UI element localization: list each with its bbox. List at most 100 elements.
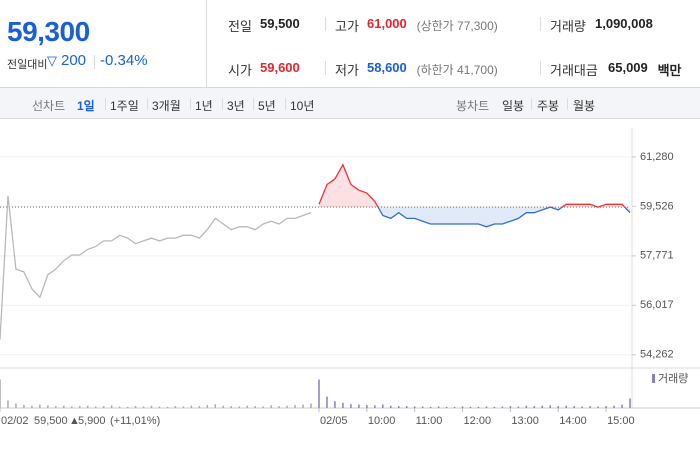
volume-bar <box>222 405 225 408</box>
volume-bar <box>182 406 185 408</box>
change-value: 200 <box>61 52 87 69</box>
candle-tab[interactable]: 월봉 <box>573 99 596 113</box>
volume-bar <box>246 405 248 408</box>
summary-close: 59,500 <box>34 415 68 427</box>
volume-bar <box>382 404 384 408</box>
volume-bar <box>118 406 121 408</box>
volume-bar <box>573 406 575 408</box>
candle-tab[interactable]: 일봉 <box>502 99 525 113</box>
x-tick-label: 14:00 <box>559 415 587 427</box>
price-line <box>318 163 631 228</box>
volume-bar <box>78 406 81 408</box>
volume-bar <box>31 405 33 408</box>
volume-bar <box>541 405 544 408</box>
y-tick-label: 54,262 <box>640 349 674 361</box>
separator <box>285 98 286 110</box>
separator <box>253 98 254 110</box>
volume-bar <box>429 406 432 408</box>
volume-bar <box>493 406 496 408</box>
current-price: 59,300 <box>7 16 90 47</box>
volume-bar <box>501 406 504 408</box>
volume-bar <box>445 406 448 408</box>
volume-bar <box>310 403 312 408</box>
volume-bar <box>342 402 344 408</box>
volume-bar <box>613 405 615 408</box>
volume-bar <box>326 396 328 408</box>
volume-bar <box>302 404 304 408</box>
volume-bar <box>581 406 583 408</box>
tab-bar: 선차트 1일 1주일 3개월 1년 3년 5년 10년 봉차트 일봉 주봉 월봉 <box>0 88 700 119</box>
volume-bar <box>397 406 400 408</box>
separator <box>325 17 326 31</box>
period-tab[interactable]: 1주일 <box>110 99 139 113</box>
volume-bar <box>55 406 57 408</box>
volume-bar <box>294 404 296 408</box>
stat-value: 65,009 <box>608 60 648 75</box>
volume-bar <box>453 406 456 408</box>
stat-label: 거래대금 <box>550 63 598 78</box>
volume-bar <box>286 405 288 408</box>
volume-bar <box>126 406 129 408</box>
volume-bar <box>318 379 320 408</box>
volume-bar <box>461 406 464 408</box>
period-tab[interactable]: 5년 <box>258 99 276 113</box>
volume-bar <box>206 404 209 408</box>
y-tick-label: 56,017 <box>640 299 674 311</box>
x-tick-label: 02/05 <box>320 415 348 427</box>
volume-bar <box>278 406 280 408</box>
x-tick-label: 13:00 <box>511 415 539 427</box>
volume-bar <box>39 404 41 408</box>
summary-change: 5,900 <box>78 415 106 427</box>
volume-bar <box>86 405 89 408</box>
volume-bar <box>150 405 153 408</box>
period-tab[interactable]: 3년 <box>227 99 245 113</box>
stat-label: 고가 <box>335 19 359 34</box>
volume-bar <box>421 406 424 408</box>
volume-bar <box>158 406 161 408</box>
separator <box>540 17 541 31</box>
volume-bar <box>102 406 105 408</box>
x-tick-label: 12:00 <box>464 415 492 427</box>
volume-bar <box>469 406 472 408</box>
volume-bar <box>629 398 631 408</box>
period-tab[interactable]: 1일 <box>77 99 95 113</box>
volume-bar <box>390 405 392 408</box>
period-tab[interactable]: 10년 <box>290 99 315 113</box>
volume-bar <box>605 406 607 408</box>
volume-bar <box>230 406 233 408</box>
stat-value: 1,090,008 <box>595 16 653 31</box>
volume-bar <box>0 379 1 408</box>
separator <box>540 61 541 75</box>
volume-bar <box>166 406 169 408</box>
separator <box>567 98 568 110</box>
x-tick-label: 10:00 <box>368 415 396 427</box>
volume-bar <box>366 404 368 408</box>
volume-bar <box>214 404 217 408</box>
up-arrow: ▲ <box>69 415 80 427</box>
volume-bar <box>413 406 416 408</box>
stat-label: 거래량 <box>550 19 586 34</box>
period-tab[interactable]: 3개월 <box>152 99 181 113</box>
period-tab[interactable]: 1년 <box>195 99 213 113</box>
candle-tab[interactable]: 주봉 <box>537 99 560 113</box>
stat-value: 59,500 <box>260 16 300 31</box>
price-box: 59,300 전일대비 ▽ 200 -0.34% <box>0 0 207 88</box>
volume-bar <box>509 406 512 408</box>
separator <box>105 98 106 110</box>
stat-note: (상한가 77,300) <box>416 19 498 33</box>
y-tick-label: 61,280 <box>640 151 674 163</box>
separator <box>325 61 326 75</box>
tab-group-label: 선차트 <box>32 99 66 113</box>
volume-bar <box>71 406 73 408</box>
change-rate: -0.34% <box>100 52 148 69</box>
volume-bar <box>334 401 336 408</box>
volume-bar <box>437 406 440 408</box>
volume-bar <box>63 405 65 408</box>
stat-value: 58,600 <box>367 60 407 75</box>
y-tick-label: 59,526 <box>640 200 674 212</box>
volume-bar <box>621 404 623 408</box>
volume-bar <box>190 405 193 408</box>
volume-bar <box>533 406 536 408</box>
area <box>318 164 630 227</box>
volume-bar <box>174 406 177 408</box>
